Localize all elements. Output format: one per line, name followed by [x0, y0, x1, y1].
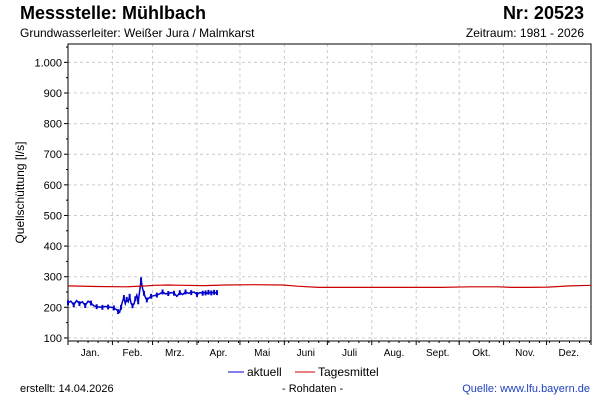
series-line-tagesmittel — [67, 284, 592, 288]
month-label: Feb. — [122, 348, 142, 359]
y-tick-label: 400 — [44, 241, 62, 253]
month-label: Jan. — [81, 348, 100, 359]
month-label: Dez. — [559, 348, 580, 359]
month-label: Juni — [297, 348, 315, 359]
y-axis-title: Quellschüttung [l/s] — [13, 141, 27, 243]
aquifer-label: Grundwasserleiter: Weißer Jura / Malmkar… — [20, 26, 255, 40]
month-label: Nov. — [515, 348, 535, 359]
created-date: erstellt: 14.04.2026 — [20, 383, 114, 395]
month-label: Juli — [342, 348, 357, 359]
y-tick-label: 1.000 — [34, 57, 62, 69]
y-tick-label: 500 — [44, 210, 62, 222]
y-axis: 100 200 300 400 500 600 700 800 900 1.000 — [34, 46, 68, 345]
y-tick-label: 700 — [44, 149, 62, 161]
y-tick-label: 300 — [44, 272, 62, 284]
y-tick-label: 900 — [44, 88, 62, 100]
month-label: Sept. — [426, 348, 449, 359]
month-label: Mai — [254, 348, 270, 359]
legend-label-aktuell: aktuell — [247, 365, 282, 379]
station-title: Messstelle: Mühlbach — [20, 3, 207, 23]
rawdata-label: - Rohdaten - — [282, 383, 344, 395]
station-number: Nr: 20523 — [502, 3, 584, 23]
plot-area — [67, 43, 592, 342]
legend-label-tagesmittel: Tagesmittel — [318, 365, 379, 379]
y-tick-label: 800 — [44, 119, 62, 131]
period-label: Zeitraum: 1981 - 2026 — [465, 26, 584, 40]
source-link[interactable]: Quelle: www.lfu.bayern.de — [462, 383, 590, 395]
month-label: Okt. — [472, 348, 490, 359]
month-label: Mrz. — [165, 348, 184, 359]
y-tick-label: 600 — [44, 180, 62, 192]
chart-legend: aktuell Tagesmittel — [228, 365, 379, 379]
month-label: Apr. — [210, 348, 228, 359]
x-axis: Jan. Feb. Mrz. Apr. Mai Juni Juli Aug. Sept. Okt.… — [67, 341, 592, 359]
month-label: Aug. — [384, 348, 405, 359]
chart-grid — [68, 44, 591, 341]
y-tick-label: 100 — [44, 333, 62, 345]
y-tick-label: 200 — [44, 302, 62, 314]
chart-series — [67, 277, 592, 315]
